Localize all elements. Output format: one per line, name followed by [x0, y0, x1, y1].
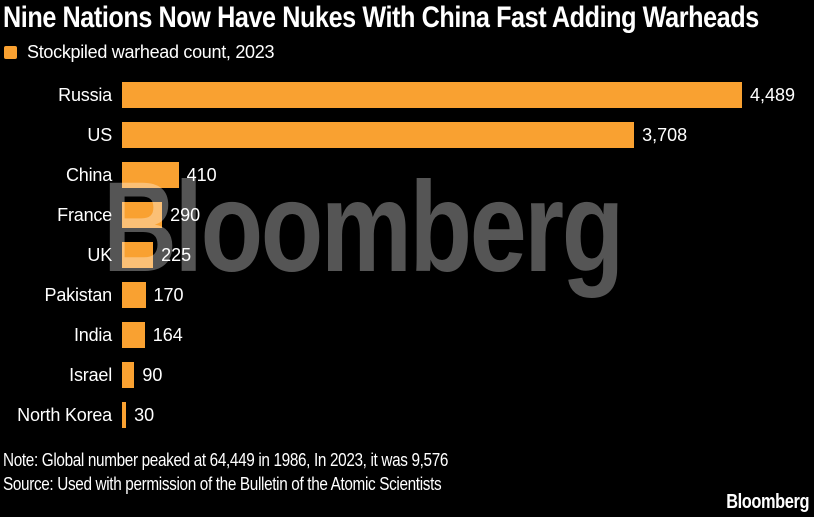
bar	[122, 162, 179, 188]
bar	[122, 242, 154, 268]
value-label: 164	[152, 324, 183, 345]
bar-row: China 410	[0, 155, 814, 195]
value-label: 170	[153, 284, 184, 305]
category-label: China	[65, 164, 112, 185]
bar-track: 410	[122, 162, 217, 188]
bar	[122, 202, 163, 228]
bar-row: US 3,708	[0, 115, 814, 155]
bar-row: India 164	[0, 315, 814, 355]
category-label: Israel	[69, 364, 112, 385]
category-label: Pakistan	[44, 284, 113, 305]
legend-swatch-icon	[4, 46, 17, 59]
value-label: 90	[142, 364, 163, 385]
category-label: North Korea	[17, 404, 112, 425]
bar-chart: Russia 4,489 US 3,708 China 410 France 290 UK 225…	[0, 75, 814, 435]
value-label: 30	[134, 404, 155, 425]
bar	[122, 282, 146, 308]
value-label: 290	[170, 204, 201, 225]
source-text: Source: Used with permission of the Bull…	[3, 474, 442, 494]
bar-track: 225	[122, 242, 191, 268]
value-label: 4,489	[750, 84, 796, 105]
note-text: Note: Global number peaked at 64,449 in …	[3, 450, 449, 470]
legend-label: Stockpiled warhead count, 2023	[27, 42, 275, 62]
value-label: 225	[161, 244, 192, 265]
bar-row: Russia 4,489	[0, 75, 814, 115]
value-label: 410	[186, 164, 217, 185]
bar-track: 3,708	[122, 122, 687, 148]
bar	[122, 322, 145, 348]
chart-title: Nine Nations Now Have Nukes With China F…	[3, 1, 759, 34]
category-label: UK	[87, 244, 112, 265]
bar-track: 290	[122, 202, 200, 228]
bar-track: 170	[122, 282, 184, 308]
bar-row: UK 225	[0, 235, 814, 275]
bar-track: 4,489	[122, 82, 795, 108]
bloomberg-logo: Bloomberg	[726, 491, 809, 513]
bar-row: Israel 90	[0, 355, 814, 395]
bar	[122, 122, 635, 148]
category-label: France	[57, 204, 112, 225]
category-label: India	[73, 324, 112, 345]
bar-row: Pakistan 170	[0, 275, 814, 315]
bar-track: 90	[122, 362, 162, 388]
category-label: Russia	[58, 84, 112, 105]
bar	[122, 82, 742, 108]
bar-row: France 290	[0, 195, 814, 235]
category-label: US	[87, 124, 112, 145]
bar-track: 30	[122, 402, 154, 428]
value-label: 3,708	[642, 124, 688, 145]
bar-row: North Korea 30	[0, 395, 814, 435]
bar	[122, 402, 127, 428]
legend: Stockpiled warhead count, 2023	[4, 42, 274, 63]
bar	[122, 362, 135, 388]
bar-track: 164	[122, 322, 183, 348]
